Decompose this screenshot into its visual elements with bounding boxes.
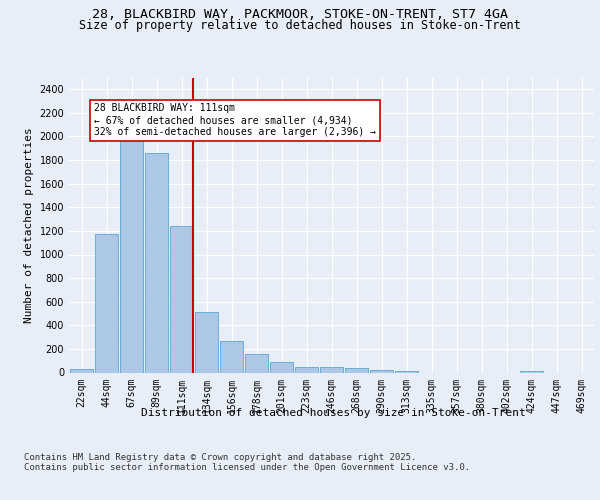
Text: Size of property relative to detached houses in Stoke-on-Trent: Size of property relative to detached ho… [79,18,521,32]
Text: 28 BLACKBIRD WAY: 111sqm
← 67% of detached houses are smaller (4,934)
32% of sem: 28 BLACKBIRD WAY: 111sqm ← 67% of detach… [94,104,376,136]
Text: Contains public sector information licensed under the Open Government Licence v3: Contains public sector information licen… [24,464,470,472]
Bar [145,153,168,372]
Bar [70,369,93,372]
Bar [320,367,343,372]
Bar [220,340,243,372]
Bar [295,366,318,372]
Text: 28, BLACKBIRD WAY, PACKMOOR, STOKE-ON-TRENT, ST7 4GA: 28, BLACKBIRD WAY, PACKMOOR, STOKE-ON-TR… [92,8,508,20]
Text: Distribution of detached houses by size in Stoke-on-Trent: Distribution of detached houses by size … [140,408,526,418]
Bar [95,234,118,372]
Bar [170,226,193,372]
Bar [345,368,368,372]
Text: Contains HM Land Registry data © Crown copyright and database right 2025.: Contains HM Land Registry data © Crown c… [24,454,416,462]
Bar [245,354,268,372]
Bar [195,312,218,372]
Bar [370,370,393,372]
Bar [520,370,543,372]
Y-axis label: Number of detached properties: Number of detached properties [24,127,34,323]
Bar [120,140,143,372]
Bar [270,362,293,372]
Bar [395,370,418,372]
